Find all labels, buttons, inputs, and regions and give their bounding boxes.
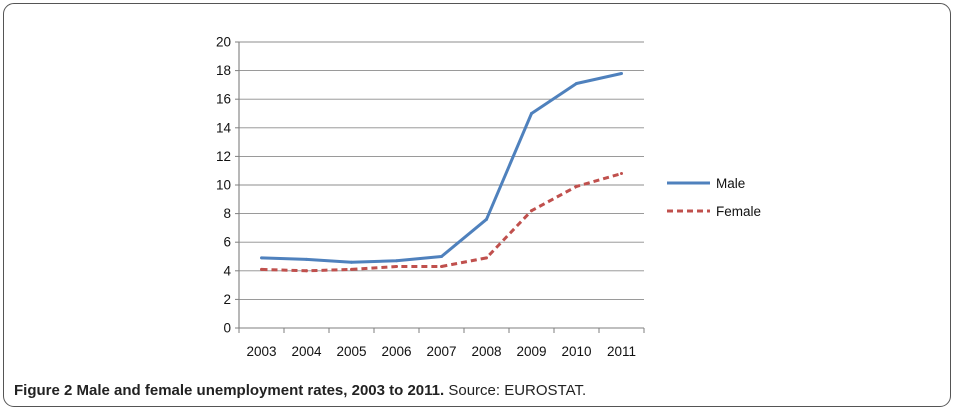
y-tick-label: 2	[223, 292, 231, 307]
figure-caption: Figure 2 Male and female unemployment ra…	[14, 382, 586, 399]
data-point-female	[395, 265, 398, 269]
legend-label-female: Female	[716, 204, 761, 219]
data-point-female	[620, 172, 623, 176]
x-tick-label: 2004	[291, 344, 322, 359]
data-point-male	[485, 217, 488, 221]
legend-label-male: Male	[716, 176, 745, 191]
data-point-female	[530, 209, 533, 213]
data-point-female	[575, 184, 578, 188]
x-tick-label: 2010	[561, 344, 591, 359]
data-point-female	[440, 265, 443, 269]
y-tick-label: 20	[216, 35, 231, 50]
y-tick-label: 18	[216, 63, 231, 78]
y-tick-label: 10	[216, 178, 231, 193]
data-point-male	[530, 112, 533, 115]
data-point-male	[575, 81, 578, 85]
data-point-male	[440, 255, 443, 258]
data-point-male	[620, 71, 623, 75]
data-point-male	[395, 259, 398, 263]
legend: Male Female	[667, 176, 761, 219]
x-tick-label: 2011	[607, 344, 636, 359]
data-point-male	[260, 256, 263, 260]
data-point-male	[350, 260, 353, 264]
figure-caption-label: Figure 2 Male and female unemployment ra…	[14, 382, 445, 399]
series-line-male	[261, 72, 622, 264]
data-point-female	[350, 267, 353, 271]
data-point-female	[305, 269, 308, 273]
x-tick-label: 2008	[471, 344, 501, 359]
y-tick-label: 14	[216, 120, 232, 135]
data-point-female	[485, 256, 488, 260]
axes	[235, 41, 645, 333]
series-lines	[260, 71, 623, 273]
x-axis-ticks: 2003 2004 2005 2006 2007 2008 2009 2010 2011	[246, 344, 636, 359]
y-tick-label: 0	[223, 321, 231, 336]
y-tick-label: 16	[216, 92, 231, 107]
x-tick-label: 2006	[381, 344, 411, 359]
y-tick-label: 12	[216, 149, 231, 164]
x-tick-label: 2003	[246, 344, 276, 359]
x-tick-label: 2009	[516, 344, 546, 359]
y-tick-label: 6	[223, 235, 231, 250]
x-tick-label: 2007	[426, 344, 456, 359]
data-point-female	[260, 267, 263, 271]
y-tick-label: 8	[223, 206, 231, 221]
y-tick-label: 4	[223, 263, 231, 278]
data-point-male	[305, 257, 308, 261]
figure-caption-source: Source: EUROSTAT.	[448, 382, 587, 399]
y-axis-ticks: 0 2 4 6 8 10 12 14 16 18 20	[216, 35, 232, 336]
x-tick-label: 2005	[336, 344, 366, 359]
